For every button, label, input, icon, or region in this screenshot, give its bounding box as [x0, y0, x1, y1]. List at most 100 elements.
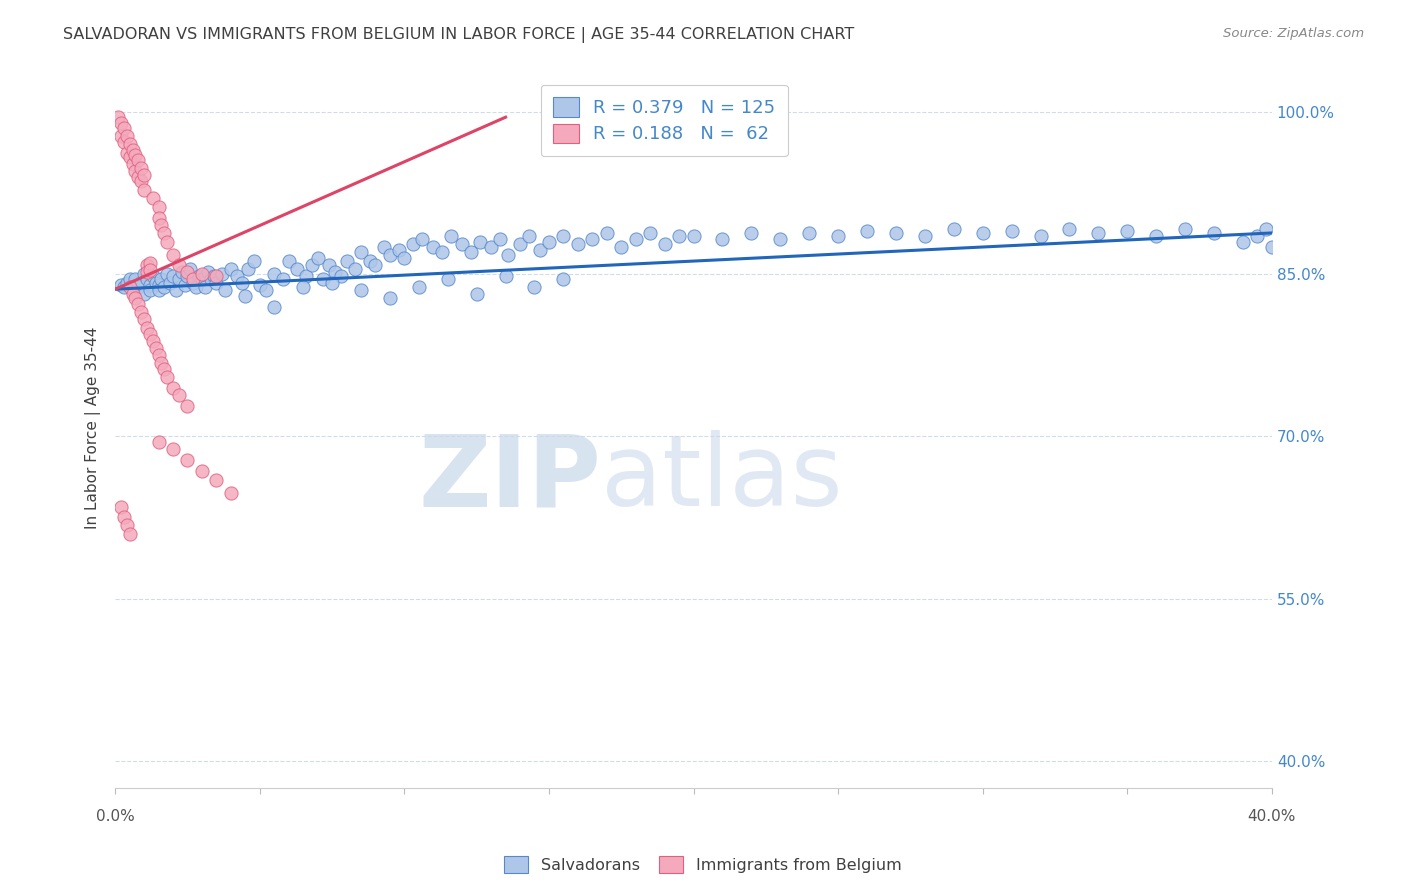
Point: [188, 269, 211, 284]
Point: [387, 244, 409, 258]
Point: [553, 272, 575, 286]
Point: [219, 485, 242, 500]
Point: [509, 236, 531, 251]
Point: [581, 232, 603, 246]
Point: [145, 276, 167, 290]
Point: [156, 267, 179, 281]
Point: [118, 272, 141, 286]
Point: [129, 174, 152, 188]
Point: [465, 286, 488, 301]
Point: [430, 245, 453, 260]
Point: [254, 283, 277, 297]
Point: [112, 135, 135, 149]
Point: [202, 269, 225, 284]
Point: [205, 473, 228, 487]
Point: [287, 261, 309, 276]
Point: [110, 128, 132, 143]
Point: [827, 229, 849, 244]
Point: [610, 240, 633, 254]
Point: [127, 153, 149, 168]
Point: [1261, 240, 1284, 254]
Point: [107, 110, 129, 124]
Point: [711, 232, 734, 246]
Point: [1246, 229, 1268, 244]
Point: [139, 326, 162, 341]
Point: [451, 236, 474, 251]
Point: [638, 226, 661, 240]
Point: [301, 259, 323, 273]
Point: [176, 399, 198, 413]
Point: [1232, 235, 1254, 249]
Point: [150, 272, 173, 286]
Point: [162, 269, 184, 284]
Point: [136, 272, 159, 286]
Point: [422, 240, 444, 254]
Point: [153, 280, 176, 294]
Point: [1202, 226, 1225, 240]
Point: [124, 148, 146, 162]
Point: [132, 312, 155, 326]
Point: [136, 265, 159, 279]
Point: [121, 286, 143, 301]
Point: [1256, 221, 1278, 235]
Point: [321, 276, 343, 290]
Point: [307, 251, 329, 265]
Point: [115, 128, 138, 143]
Point: [329, 269, 352, 284]
Point: [1001, 224, 1024, 238]
Point: [132, 168, 155, 182]
Point: [373, 240, 395, 254]
Point: [127, 169, 149, 184]
Point: [378, 291, 401, 305]
Point: [378, 247, 401, 261]
Point: [263, 267, 285, 281]
Point: [115, 276, 138, 290]
Point: [121, 157, 143, 171]
Point: [132, 267, 155, 281]
Point: [129, 276, 152, 290]
Point: [153, 226, 176, 240]
Point: [295, 269, 318, 284]
Point: [1116, 224, 1139, 238]
Point: [488, 232, 510, 246]
Point: [148, 434, 170, 449]
Point: [292, 280, 315, 294]
Point: [121, 143, 143, 157]
Point: [145, 341, 167, 355]
Text: SALVADORAN VS IMMIGRANTS FROM BELGIUM IN LABOR FORCE | AGE 35-44 CORRELATION CHA: SALVADORAN VS IMMIGRANTS FROM BELGIUM IN…: [63, 27, 855, 43]
Point: [121, 283, 143, 297]
Point: [211, 267, 233, 281]
Point: [162, 442, 184, 457]
Point: [167, 272, 190, 286]
Point: [323, 265, 346, 279]
Point: [495, 269, 517, 284]
Point: [176, 269, 198, 284]
Point: [194, 280, 217, 294]
Point: [799, 226, 821, 240]
Point: [115, 145, 138, 160]
Point: [127, 280, 149, 294]
Point: [1029, 229, 1052, 244]
Point: [498, 247, 520, 261]
Point: [364, 259, 387, 273]
Point: [118, 137, 141, 152]
Point: [460, 245, 482, 260]
Point: [243, 254, 266, 268]
Point: [112, 280, 135, 294]
Point: [181, 272, 204, 286]
Point: [205, 269, 228, 284]
Point: [318, 259, 340, 273]
Point: [176, 265, 198, 279]
Point: [200, 272, 222, 286]
Point: [335, 254, 357, 268]
Point: [553, 229, 575, 244]
Point: [181, 276, 204, 290]
Point: [176, 453, 198, 467]
Point: [142, 191, 165, 205]
Point: [136, 259, 159, 273]
Point: [139, 283, 162, 297]
Point: [523, 280, 546, 294]
Point: [271, 272, 294, 286]
Point: [167, 388, 190, 402]
Point: [110, 115, 132, 129]
